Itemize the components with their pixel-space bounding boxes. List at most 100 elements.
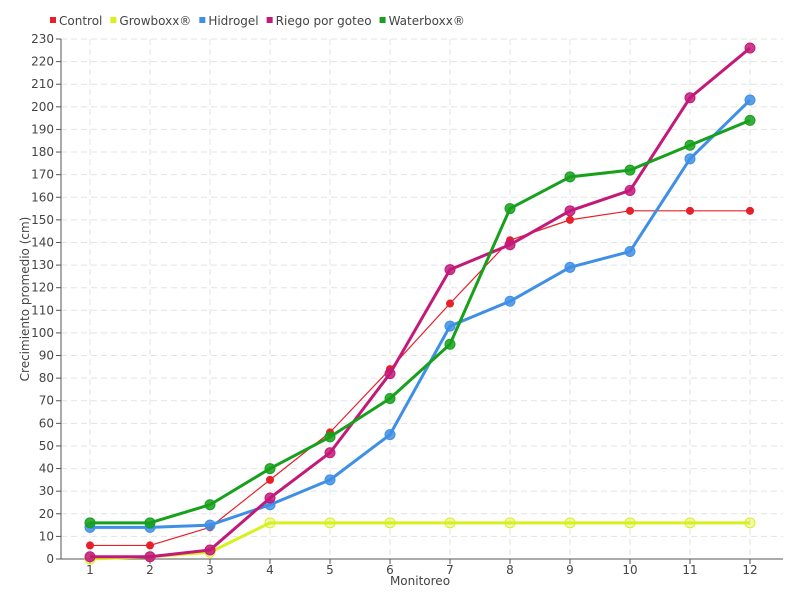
data-point[interactable] <box>504 239 516 251</box>
data-point[interactable] <box>504 295 516 307</box>
y-tick-label: 230 <box>31 32 54 46</box>
y-tick-label: 100 <box>31 326 54 340</box>
y-tick-label: 60 <box>39 416 54 430</box>
data-point[interactable] <box>744 42 756 54</box>
data-point[interactable] <box>324 447 336 459</box>
series-line <box>90 119 751 525</box>
legend-item-riego-por-goteo[interactable]: Riego por goteo <box>266 14 372 28</box>
data-point[interactable] <box>624 164 636 176</box>
y-tick-label: 150 <box>31 213 54 227</box>
data-point[interactable] <box>384 368 396 380</box>
y-tick-label: 110 <box>31 303 54 317</box>
series-hidrogel <box>84 94 756 533</box>
y-tick-label: 40 <box>39 462 54 476</box>
legend-item-hidrogel[interactable]: Hidrogel <box>199 14 259 28</box>
legend-item-waterboxx[interactable]: Waterboxx® <box>379 14 465 28</box>
data-point[interactable] <box>444 517 456 529</box>
x-tick-label: 5 <box>326 563 334 577</box>
data-point[interactable] <box>204 544 216 556</box>
data-point[interactable] <box>384 517 396 529</box>
data-point[interactable] <box>686 206 694 215</box>
data-point[interactable] <box>264 517 276 529</box>
data-point[interactable] <box>324 474 336 486</box>
y-tick-label: 30 <box>39 484 54 498</box>
y-tick-label: 10 <box>39 529 54 543</box>
data-point[interactable] <box>146 541 154 550</box>
y-tick-label: 160 <box>31 190 54 204</box>
data-point[interactable] <box>684 517 696 529</box>
series-line <box>89 521 750 561</box>
x-tick-label: 11 <box>682 563 697 577</box>
y-tick-label: 200 <box>31 100 54 114</box>
data-point[interactable] <box>86 541 94 550</box>
data-point[interactable] <box>444 338 456 350</box>
data-point[interactable] <box>264 492 276 504</box>
data-point[interactable] <box>324 431 336 443</box>
data-point[interactable] <box>444 320 456 332</box>
legend-label: Riego por goteo <box>276 14 372 28</box>
series-riego-por-goteo <box>84 42 756 563</box>
data-point[interactable] <box>564 517 576 529</box>
data-point[interactable] <box>144 517 156 529</box>
legend-swatch <box>199 17 206 23</box>
data-point[interactable] <box>444 264 456 276</box>
x-tick-label: 7 <box>446 563 454 577</box>
data-point[interactable] <box>324 517 336 529</box>
data-point[interactable] <box>564 261 576 273</box>
data-point[interactable] <box>504 517 516 529</box>
data-point[interactable] <box>384 392 396 404</box>
x-tick-label: 6 <box>386 563 394 577</box>
legend-swatch <box>50 17 56 23</box>
data-point[interactable] <box>624 517 636 529</box>
data-point[interactable] <box>624 246 636 258</box>
data-point[interactable] <box>744 114 756 126</box>
data-point[interactable] <box>566 215 574 224</box>
y-tick-label: 190 <box>31 122 54 136</box>
data-point[interactable] <box>266 475 274 484</box>
legend-swatch <box>110 17 117 23</box>
x-tick-label: 10 <box>622 563 637 577</box>
x-tick-label: 3 <box>206 563 214 577</box>
legend-swatch <box>266 17 273 23</box>
data-point[interactable] <box>744 94 756 106</box>
legend-label: Hidrogel <box>208 14 258 28</box>
data-point[interactable] <box>746 206 754 215</box>
series-line <box>90 46 751 559</box>
data-point[interactable] <box>264 463 276 475</box>
legend-item-control[interactable]: Control <box>50 14 102 28</box>
data-point[interactable] <box>84 517 96 529</box>
data-point[interactable] <box>684 139 696 151</box>
data-point[interactable] <box>204 499 216 511</box>
data-point[interactable] <box>624 184 636 196</box>
grid <box>61 38 783 560</box>
series-waterboxx <box>84 114 756 529</box>
data-point[interactable] <box>564 171 576 183</box>
x-tick-label: 1 <box>86 563 94 577</box>
legend-label: Control <box>59 14 102 28</box>
data-point[interactable] <box>626 206 634 215</box>
data-point[interactable] <box>144 551 156 563</box>
data-point[interactable] <box>204 519 216 531</box>
data-point[interactable] <box>684 92 696 104</box>
legend[interactable]: Control Growboxx® Hidrogel Riego por goteo W… <box>50 14 465 28</box>
series-line <box>90 210 750 547</box>
data-point[interactable] <box>504 203 516 215</box>
data-point[interactable] <box>744 517 756 529</box>
y-tick-label: 120 <box>31 281 54 295</box>
data-point[interactable] <box>564 205 576 217</box>
y-axis-title: Crecimiento promedio (cm) <box>18 217 32 382</box>
y-tick-label: 20 <box>39 507 54 521</box>
x-axis-title: Monitoreo <box>390 574 450 588</box>
x-tick-label: 2 <box>146 563 154 577</box>
legend-label: Growboxx® <box>119 14 191 28</box>
data-point[interactable] <box>684 153 696 165</box>
data-point[interactable] <box>446 299 454 308</box>
data-point[interactable] <box>384 429 396 441</box>
data-point[interactable] <box>84 551 96 563</box>
y-tick-label: 180 <box>31 145 54 159</box>
y-tick-label: 130 <box>31 258 54 272</box>
legend-item-growboxx[interactable]: Growboxx® <box>110 14 191 28</box>
y-tick-label: 50 <box>39 439 54 453</box>
